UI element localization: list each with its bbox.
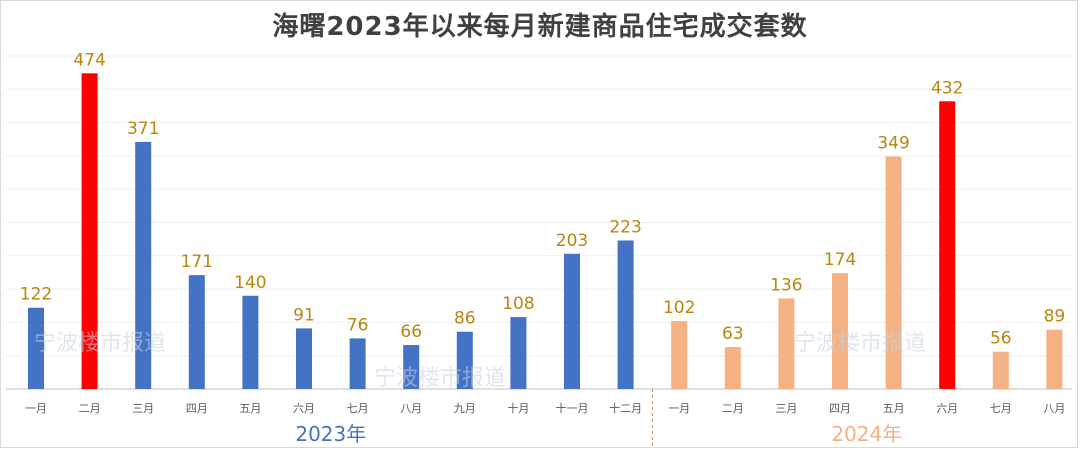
bar <box>188 275 205 389</box>
x-tick-label: 十二月 <box>609 401 642 415</box>
bars <box>28 73 1063 390</box>
bar <box>510 317 527 389</box>
x-tick-label: 三月 <box>775 402 797 415</box>
data-label: 203 <box>556 231 588 251</box>
data-label: 56 <box>990 329 1012 349</box>
x-tick-label: 二月 <box>79 402 101 415</box>
x-tick-label: 七月 <box>990 402 1012 415</box>
x-tick-label: 三月 <box>132 402 154 415</box>
data-label: 102 <box>663 298 695 318</box>
data-label: 432 <box>931 78 963 98</box>
group-labels: 2023年 2024年 <box>295 389 902 448</box>
x-tick-label: 六月 <box>936 402 958 415</box>
group-label: 2023年 <box>295 422 366 446</box>
x-tick-label: 六月 <box>293 402 315 415</box>
bar <box>296 328 312 389</box>
data-label: 349 <box>877 134 909 154</box>
x-tick-label: 十月 <box>507 401 529 415</box>
group-label: 2024年 <box>831 422 902 446</box>
bar <box>724 347 741 389</box>
x-tick-label: 五月 <box>239 402 261 415</box>
bar <box>992 351 1009 389</box>
data-label: 140 <box>234 273 266 293</box>
x-tick-label: 一月 <box>25 402 47 415</box>
data-label: 371 <box>127 119 159 139</box>
watermark-text: 宁波楼市报道 <box>374 366 506 391</box>
bar <box>885 156 902 389</box>
bar <box>403 345 420 389</box>
x-tick-label: 五月 <box>883 402 905 415</box>
bar <box>349 338 366 389</box>
bar <box>939 101 956 390</box>
x-tick-label: 八月 <box>1043 402 1065 415</box>
bar <box>81 73 98 389</box>
bar <box>564 253 580 389</box>
data-label: 86 <box>454 309 476 329</box>
bar <box>832 273 848 389</box>
x-tick-label: 八月 <box>400 402 422 415</box>
data-label: 223 <box>609 217 641 237</box>
data-label: 76 <box>347 315 369 335</box>
watermark-text: 宁波楼市报道 <box>34 331 166 356</box>
data-label: 66 <box>400 322 422 342</box>
data-label: 474 <box>73 50 105 70</box>
data-label: 63 <box>722 324 744 344</box>
x-tick-label: 七月 <box>347 402 369 415</box>
x-tick-label: 十一月 <box>556 401 589 415</box>
bar <box>671 321 688 389</box>
bar <box>617 240 634 389</box>
bar <box>242 295 259 389</box>
x-tick-label: 二月 <box>722 402 744 415</box>
data-label: 122 <box>20 285 52 305</box>
data-label: 136 <box>770 275 802 295</box>
data-label: 108 <box>502 294 534 314</box>
bar <box>135 141 152 389</box>
watermark-text: 宁波楼市报道 <box>794 331 926 356</box>
data-label: 171 <box>181 252 213 272</box>
bar <box>1046 329 1063 389</box>
x-tick-labels: 一月 二月 三月 四月 五月 六月 七月 八月 九月 十月 十一月 十二月 一月 二月 三月 四月 五月 六月 七月… <box>25 401 1065 415</box>
data-label: 174 <box>824 250 856 270</box>
bar <box>456 331 473 389</box>
data-labels: 122 474 371 171 140 91 76 66 86 108 203 223 102 63 136… <box>20 50 1065 348</box>
x-tick-label: 四月 <box>186 402 208 415</box>
x-tick-label: 四月 <box>829 402 851 415</box>
data-label: 89 <box>1044 307 1066 327</box>
bar <box>28 307 44 389</box>
bar <box>778 298 795 389</box>
data-label: 91 <box>293 305 315 325</box>
x-tick-label: 九月 <box>454 402 476 415</box>
x-tick-label: 一月 <box>668 402 690 415</box>
chart-title: 海曙2023年以来每月新建商品住宅成交套数 <box>272 12 808 42</box>
